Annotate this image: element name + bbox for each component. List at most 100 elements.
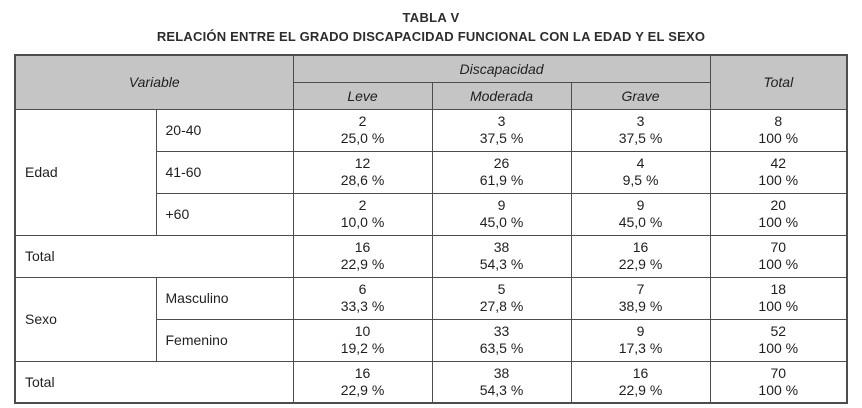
- header-moderada: Moderada: [431, 81, 572, 110]
- cell-count: 9: [636, 197, 645, 214]
- table-row-sexo-masculino: Sexo Masculino 6 33,3 % 5 27,8 % 7 38,9 …: [14, 276, 848, 362]
- data-cell-leve: 2 25,0 %: [292, 108, 433, 152]
- cell-count: 16: [632, 239, 649, 256]
- table-row-edad-41-60: 41-60 12 28,6 % 26 61,9 % 4 9,5 % 42: [15, 150, 848, 194]
- category-label-masculino: Masculino: [155, 276, 294, 320]
- table-row-edad-20-40: Edad 20-40 2 25,0 % 3 37,5 % 3 37,5 %: [14, 108, 848, 236]
- data-cell-grave: 16 22,9 %: [570, 234, 711, 278]
- cell-percent: 54,3 %: [479, 256, 524, 273]
- total-label-edad: Total: [14, 234, 294, 278]
- data-cell-total: 70 100 %: [709, 360, 848, 404]
- header-discapacidad: Discapacidad: [292, 54, 711, 83]
- data-cell-leve: 10 19,2 %: [292, 318, 433, 362]
- data-cell-leve: 6 33,3 %: [292, 276, 433, 320]
- cell-percent: 37,5 %: [618, 130, 663, 147]
- cell-percent: 100 %: [758, 298, 799, 315]
- cell-percent: 10,0 %: [340, 214, 385, 231]
- cell-percent: 22,9 %: [340, 381, 385, 398]
- table-wrap: Variable Discapacidad Total Leve Moderad…: [14, 53, 848, 405]
- cell-percent: 22,9 %: [618, 381, 663, 398]
- cell-count: 4: [636, 155, 645, 172]
- category-label-20-40: 20-40: [155, 108, 294, 152]
- cell-count: 33: [493, 323, 510, 340]
- title-block: TABLA V RELACIÓN ENTRE EL GRADO DISCAPAC…: [14, 9, 848, 47]
- header-total: Total: [709, 54, 848, 110]
- table-row-edad-60plus: +60 2 10,0 % 9 45,0 % 9 45,0 % 20: [15, 192, 848, 236]
- cell-count: 5: [497, 281, 506, 298]
- cell-percent: 38,9 %: [618, 298, 663, 315]
- cell-percent: 54,3 %: [479, 381, 524, 398]
- table-row-total-edad: Total 16 22,9 % 38 54,3 % 16 22,9 % 70: [14, 234, 848, 278]
- cell-count: 20: [770, 197, 787, 214]
- cell-count: 38: [493, 364, 510, 381]
- cell-count: 2: [358, 197, 367, 214]
- cell-percent: 45,0 %: [618, 214, 663, 231]
- data-cell-grave: 9 17,3 %: [570, 318, 711, 362]
- header-variable: Variable: [14, 54, 294, 110]
- data-cell-leve: 12 28,6 %: [292, 150, 433, 194]
- cell-count: 42: [770, 155, 787, 172]
- cell-count: 12: [354, 155, 371, 172]
- cell-count: 3: [636, 113, 645, 130]
- cell-count: 8: [774, 113, 783, 130]
- cell-count: 26: [493, 155, 510, 172]
- data-cell-total: 18 100 %: [709, 276, 848, 320]
- cell-percent: 100 %: [758, 340, 799, 357]
- data-cell-total: 70 100 %: [709, 234, 848, 278]
- cell-percent: 61,9 %: [479, 172, 524, 189]
- data-cell-grave: 4 9,5 %: [570, 150, 711, 194]
- cell-percent: 25,0 %: [340, 130, 385, 147]
- table-title: TABLA V: [402, 10, 460, 25]
- data-cell-total: 8 100 %: [709, 108, 848, 152]
- table-header: Variable Discapacidad Total Leve Moderad…: [14, 54, 848, 110]
- table-row-total-sexo: Total 16 22,9 % 38 54,3 % 16 22,9 % 70: [14, 360, 848, 404]
- category-label-41-60: 41-60: [155, 150, 294, 194]
- data-cell-grave: 16 22,9 %: [570, 360, 711, 404]
- cell-count: 16: [354, 239, 371, 256]
- cell-percent: 22,9 %: [618, 256, 663, 273]
- cell-count: 18: [770, 281, 787, 298]
- disability-table: Variable Discapacidad Total Leve Moderad…: [14, 53, 848, 405]
- category-label-60plus: +60: [155, 192, 294, 236]
- data-cell-leve: 16 22,9 %: [292, 360, 433, 404]
- cell-percent: 33,3 %: [340, 298, 385, 315]
- data-cell-total: 42 100 %: [709, 150, 848, 194]
- cell-count: 38: [493, 239, 510, 256]
- cell-percent: 19,2 %: [340, 340, 385, 357]
- cell-count: 16: [354, 364, 371, 381]
- data-cell-moderada: 26 61,9 %: [431, 150, 572, 194]
- cell-percent: 9,5 %: [622, 172, 659, 189]
- cell-count: 9: [636, 323, 645, 340]
- cell-count: 10: [354, 323, 371, 340]
- cell-count: 9: [497, 197, 506, 214]
- cell-percent: 100 %: [758, 172, 799, 189]
- data-cell-moderada: 5 27,8 %: [431, 276, 572, 320]
- group-label-sexo: Sexo: [14, 276, 157, 362]
- cell-count: 16: [632, 364, 649, 381]
- cell-count: 2: [358, 113, 367, 130]
- cell-count: 6: [358, 281, 367, 298]
- cell-count: 52: [770, 323, 787, 340]
- cell-percent: 22,9 %: [340, 256, 385, 273]
- data-cell-leve: 2 10,0 %: [292, 192, 433, 236]
- header-grave: Grave: [570, 81, 711, 110]
- cell-count: 70: [770, 239, 787, 256]
- cell-percent: 37,5 %: [479, 130, 524, 147]
- table-row-sexo-femenino: Femenino 10 19,2 % 33 63,5 % 9 17,3 % 5: [15, 318, 848, 362]
- header-leve: Leve: [292, 81, 433, 110]
- total-label-sexo: Total: [14, 360, 294, 404]
- cell-percent: 45,0 %: [479, 214, 524, 231]
- data-cell-moderada: 33 63,5 %: [431, 318, 572, 362]
- data-cell-leve: 16 22,9 %: [292, 234, 433, 278]
- data-cell-total: 20 100 %: [709, 192, 848, 236]
- header-row-2: Leve Moderada Grave: [15, 81, 847, 110]
- table-body: Edad 20-40 2 25,0 % 3 37,5 % 3 37,5 %: [14, 108, 848, 404]
- cell-percent: 100 %: [758, 214, 799, 231]
- data-cell-moderada: 38 54,3 %: [431, 234, 572, 278]
- cell-count: 70: [770, 364, 787, 381]
- cell-percent: 27,8 %: [479, 298, 524, 315]
- data-cell-moderada: 3 37,5 %: [431, 108, 572, 152]
- cell-count: 3: [497, 113, 506, 130]
- data-cell-grave: 9 45,0 %: [570, 192, 711, 236]
- data-cell-grave: 7 38,9 %: [570, 276, 711, 320]
